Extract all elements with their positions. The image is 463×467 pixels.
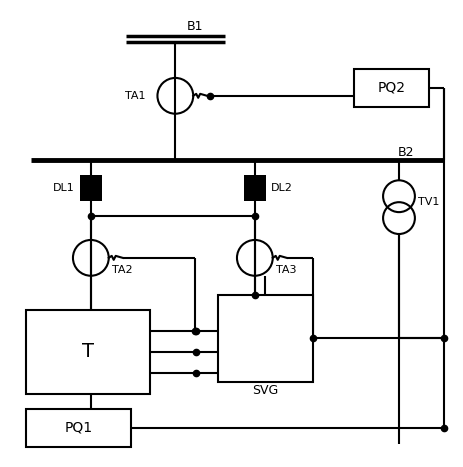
Text: PQ1: PQ1 bbox=[64, 421, 93, 435]
Text: DL2: DL2 bbox=[271, 183, 293, 193]
Text: TA3: TA3 bbox=[276, 265, 296, 275]
Bar bbox=[80, 175, 102, 201]
Text: DL1: DL1 bbox=[53, 183, 75, 193]
Bar bbox=[26, 409, 131, 447]
Text: B1: B1 bbox=[187, 20, 203, 33]
Bar bbox=[244, 175, 266, 201]
Bar bbox=[26, 310, 150, 394]
Polygon shape bbox=[269, 331, 285, 347]
Text: PQ2: PQ2 bbox=[377, 81, 406, 95]
Text: T: T bbox=[82, 342, 94, 361]
Text: TV1: TV1 bbox=[418, 197, 439, 207]
Text: TA2: TA2 bbox=[112, 265, 132, 275]
Bar bbox=[218, 295, 313, 382]
Text: SVG: SVG bbox=[252, 383, 278, 396]
Text: B2: B2 bbox=[397, 146, 414, 159]
Text: TA1: TA1 bbox=[125, 91, 145, 101]
Bar bbox=[354, 69, 429, 107]
